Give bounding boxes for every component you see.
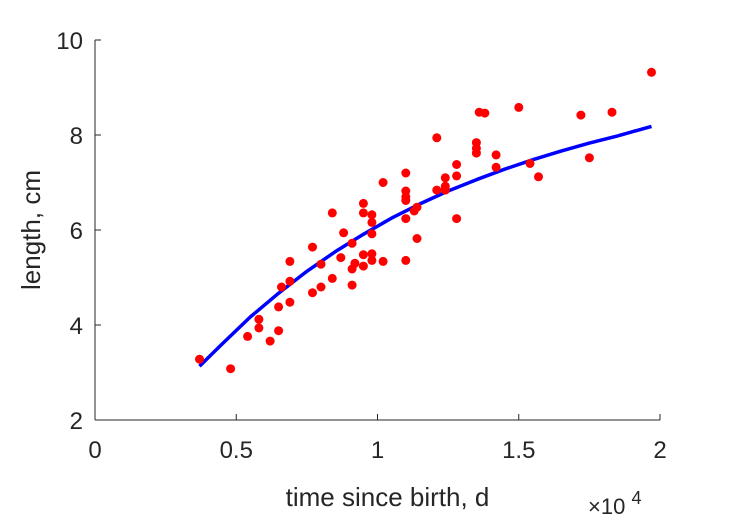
data-point — [452, 214, 462, 224]
x-axis-multiplier: ×10 4 — [588, 488, 641, 519]
data-point — [576, 110, 586, 120]
data-point — [327, 273, 337, 283]
data-point — [491, 162, 501, 172]
x-tick-label: 0 — [88, 437, 101, 464]
data-point — [316, 259, 326, 269]
data-point — [367, 229, 377, 239]
data-point — [367, 255, 377, 265]
data-point — [401, 168, 411, 178]
data-point — [367, 210, 377, 220]
data-point — [347, 280, 357, 290]
y-tick-label: 4 — [70, 313, 83, 340]
x-tick-label: 1.5 — [502, 437, 535, 464]
data-point — [243, 331, 253, 341]
x-tick-label: 0.5 — [220, 437, 253, 464]
data-point — [491, 150, 501, 160]
data-point — [452, 160, 462, 169]
data-point — [336, 253, 346, 263]
data-point — [195, 354, 204, 364]
data-point — [432, 133, 442, 143]
data-point — [358, 198, 368, 208]
data-point — [480, 108, 490, 118]
data-point — [647, 67, 656, 77]
data-point — [607, 107, 617, 117]
data-point — [534, 172, 543, 182]
data-point — [440, 181, 450, 191]
data-point — [358, 208, 368, 218]
data-point — [285, 297, 295, 307]
y-tick-label: 2 — [70, 408, 83, 435]
data-point — [327, 208, 337, 218]
data-point — [358, 261, 368, 271]
data-point — [350, 258, 360, 268]
data-point — [265, 336, 275, 346]
data-point — [226, 364, 236, 374]
data-point — [274, 326, 284, 336]
y-axis-ticks: 2 4 6 8 10 — [56, 28, 101, 435]
data-point — [514, 102, 524, 112]
data-point — [367, 217, 377, 227]
data-point — [277, 282, 286, 292]
x-tick-label: 1 — [371, 437, 384, 464]
data-point — [471, 138, 481, 148]
x-tick-label: 2 — [653, 437, 666, 464]
data-point — [412, 234, 422, 243]
data-point — [401, 255, 411, 265]
data-point — [584, 153, 594, 163]
x-axis-multiplier-base: ×10 — [588, 494, 625, 519]
data-point — [308, 288, 317, 298]
x-axis-multiplier-exponent: 4 — [631, 488, 641, 508]
data-point — [401, 186, 411, 196]
data-point — [316, 282, 326, 292]
data-point — [254, 323, 264, 333]
x-axis-label: time since birth, d — [286, 482, 490, 512]
data-point — [285, 276, 295, 286]
y-tick-label: 10 — [56, 28, 83, 55]
data-point — [378, 178, 388, 187]
y-tick-label: 8 — [70, 123, 83, 150]
plot-background — [95, 40, 660, 420]
y-axis-label: length, cm — [16, 170, 46, 290]
data-point — [347, 238, 357, 248]
data-point — [432, 185, 442, 195]
data-point — [358, 250, 368, 260]
data-point — [339, 228, 349, 238]
plot-area — [95, 40, 660, 420]
data-point — [440, 173, 450, 183]
data-point — [401, 214, 411, 224]
x-axis-ticks: 0 0.5 1 1.5 2 — [88, 414, 667, 464]
data-point — [308, 242, 317, 252]
data-point — [412, 202, 422, 212]
data-point — [285, 256, 295, 266]
data-point — [378, 256, 388, 266]
series-layer — [195, 67, 656, 374]
data-point — [367, 249, 377, 259]
data-point — [274, 302, 284, 312]
y-tick-label: 6 — [70, 218, 83, 245]
data-point — [525, 159, 535, 168]
data-point — [452, 171, 462, 181]
data-point — [254, 314, 264, 324]
